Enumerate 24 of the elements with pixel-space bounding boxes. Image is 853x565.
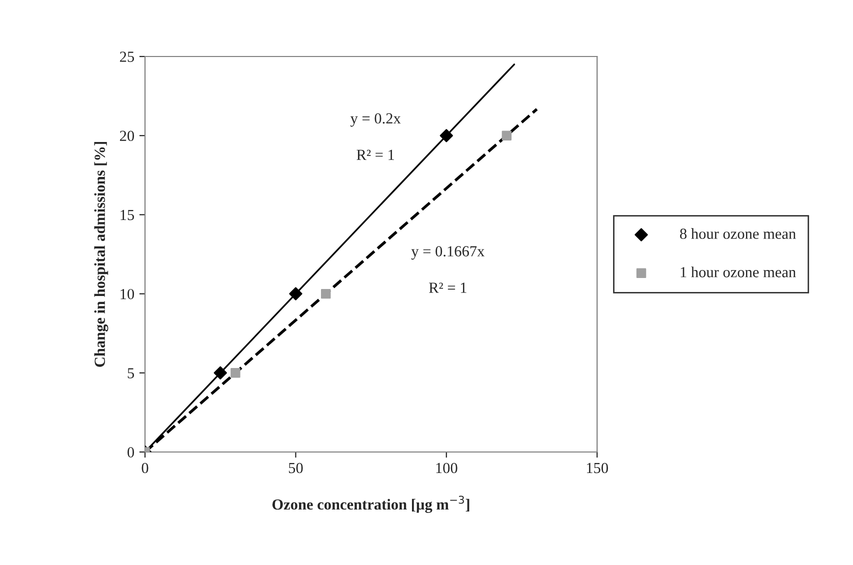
point <box>214 366 227 380</box>
point <box>502 130 512 140</box>
legend-label: 8 hour ozone mean <box>680 228 796 239</box>
x-tick-label: 150 <box>586 462 608 474</box>
y-tick-label: 0 <box>128 447 134 458</box>
y-tick-label: 20 <box>120 130 134 142</box>
x-tick-label: 0 <box>142 462 148 474</box>
annotation: R² = 1 <box>429 282 466 293</box>
x-axis-title: Ozone concentration [µg m$^{−3}$] <box>272 496 470 513</box>
legend-label: 1 hour ozone mean <box>680 266 796 278</box>
y-tick-label: 15 <box>120 210 134 220</box>
y-tick-label: 5 <box>128 368 134 378</box>
y-axis-title: Change in hospital admissions [%] <box>94 142 108 367</box>
annotation: y = 0.2x <box>350 113 401 127</box>
point <box>320 288 331 299</box>
point <box>440 129 453 142</box>
x-tick-label: 100 <box>436 462 458 474</box>
y-tick-label: 25 <box>120 52 134 62</box>
point <box>289 287 302 300</box>
annotation: y = 0.1667x <box>411 246 484 260</box>
annotation: R² = 1 <box>356 150 394 160</box>
x-tick-label: 50 <box>288 462 303 474</box>
y-tick-label: 10 <box>120 288 134 300</box>
point <box>230 368 240 378</box>
